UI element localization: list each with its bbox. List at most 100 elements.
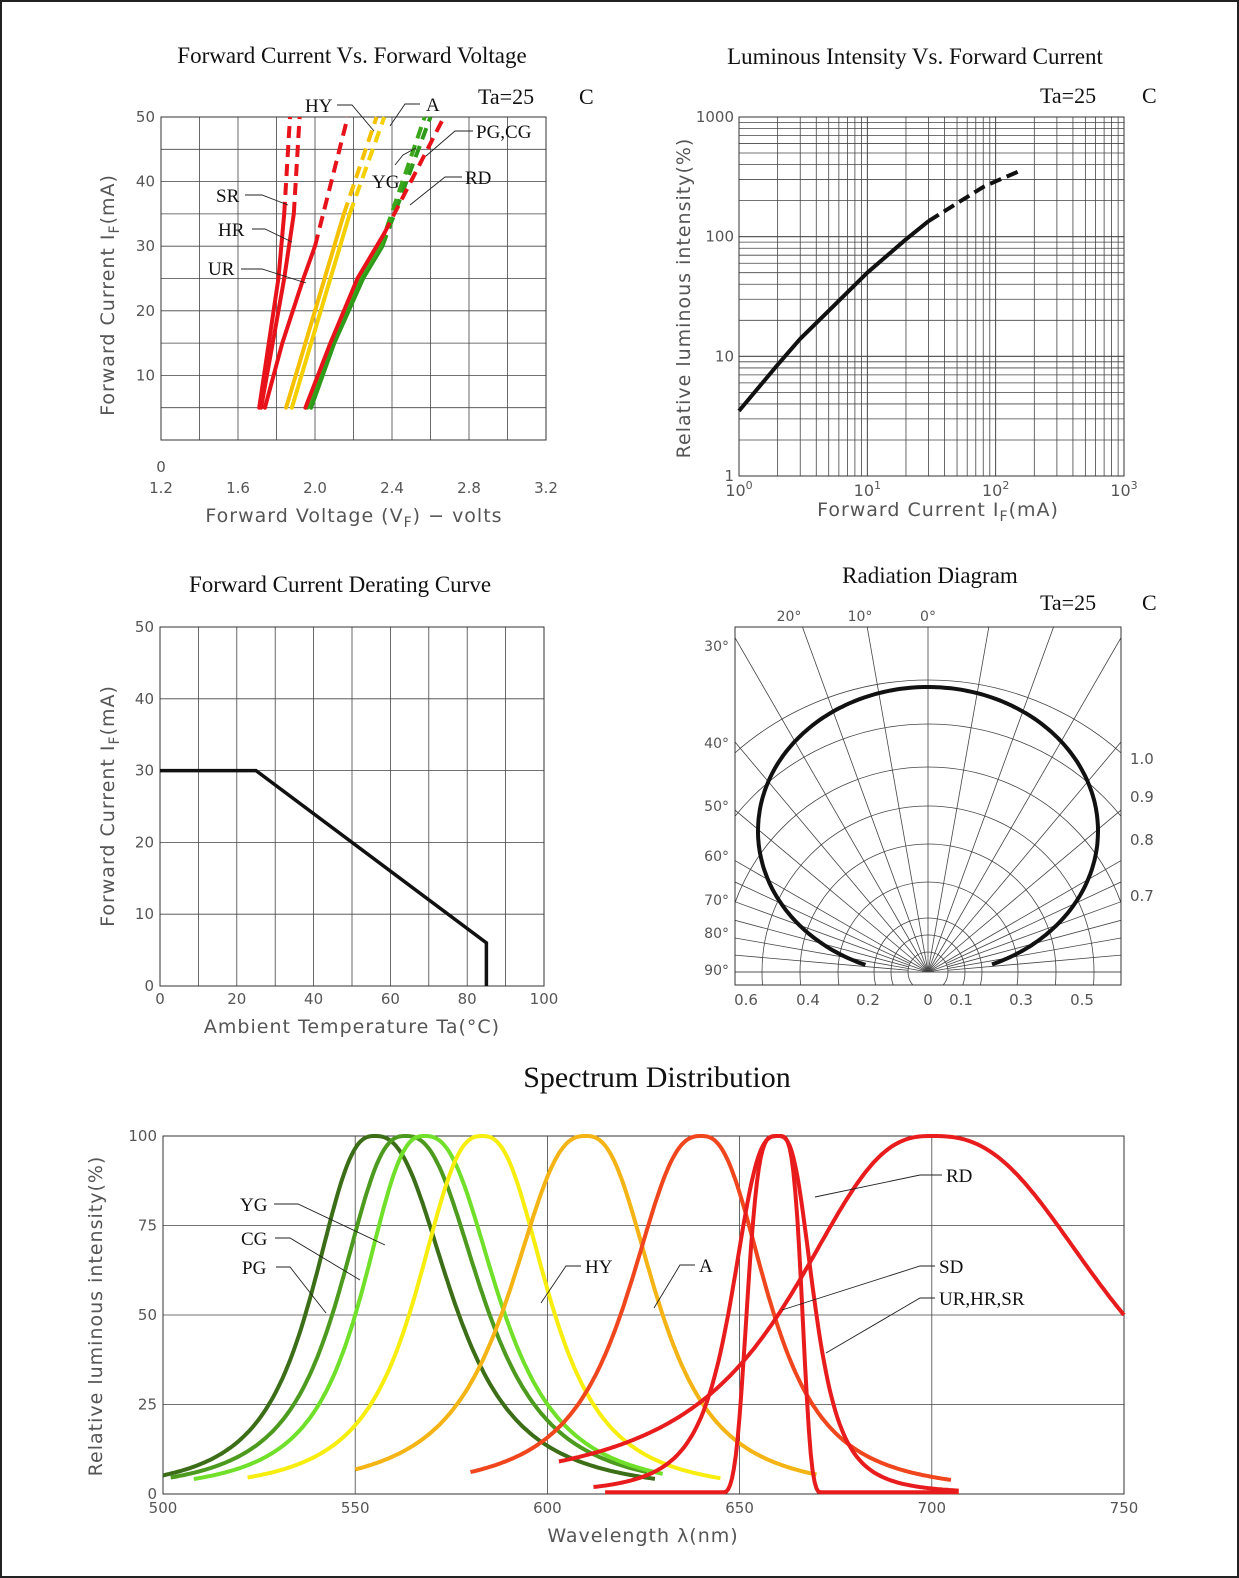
spectrum-curve-ur-hr-sr [593,1134,959,1493]
angle-label: 80° [704,926,729,942]
x-tick-label: 700 [917,1499,946,1517]
series-label: UR [208,259,235,280]
spectrum-curve-pg [162,1134,656,1481]
series-label: SR [216,186,240,207]
x-axis-label: Forward Current IF(mA) [817,499,1059,525]
angle-label: 70° [704,893,729,909]
chart-title: Spectrum Distribution [523,1061,790,1094]
intensity-label: 0.8 [1130,831,1154,849]
angle-label: 40° [704,736,729,752]
x-tick-label: 2.0 [303,479,327,497]
x-tick-label: 2.8 [457,479,481,497]
ambient-condition-unit: C [579,84,594,109]
y-tick-label: 0 [144,977,154,995]
x-tick-label: 750 [1110,1499,1139,1517]
label-leader-line [275,1237,361,1281]
derating-line [160,768,489,986]
chart-luminous-intensity-vs-current: Luminous Intensity Vs. Forward Current T… [673,44,1157,525]
label-leader-line [825,1297,935,1354]
label-leader-line [540,1265,581,1304]
angle-label: 90° [704,963,729,979]
x-tick-label: 1.6 [226,479,250,497]
intensity-label: 0.5 [1070,991,1094,1009]
x-tick-label: 3.2 [534,479,558,497]
series-label: HY [585,1257,613,1278]
label-leader-line [389,103,420,127]
y-tick-label: 10 [136,366,155,384]
series-line-a [289,211,352,410]
series-label: CG [241,1229,268,1250]
spectrum-curve-cg [170,1134,648,1480]
x-axis-label: Wavelength λ(nm) [547,1525,738,1547]
spectrum-curve-rd [558,1134,1126,1464]
y-tick-label: 10 [715,347,734,365]
series-line-dashed-hr [291,116,302,215]
y-tick-label: 20 [135,833,154,851]
y-tick-label: 0 [147,1485,157,1503]
series-label: SD [939,1257,963,1278]
chart-title: Forward Current Vs. Forward Voltage [177,43,526,68]
chart-radiation-diagram: Radiation Diagram Ta=25 C 20° 10° 0° 30° 40°… [704,563,1157,1009]
angle-label: 30° [704,639,729,655]
x-tick-label: 600 [533,1499,562,1517]
x-tick-label: 100 [530,990,559,1008]
series-line-dashed [927,169,1020,223]
series-label: PG [242,1258,267,1279]
y-tick-label: 0 [156,458,166,476]
series-label: A [699,1256,713,1277]
y-tick-label: 30 [136,237,155,255]
y-tick-label: 100 [705,228,734,246]
x-tick-label: 100 [725,479,752,500]
intensity-label: 0.3 [1009,991,1033,1009]
ambient-condition: Ta=25 [1040,590,1096,615]
label-leader-line [252,228,293,243]
x-tick-label: 101 [854,479,881,500]
y-tick-label: 20 [136,302,155,320]
y-tick-label: 40 [135,690,154,708]
y-tick-label: 30 [135,762,154,780]
angle-label: 0° [920,609,936,625]
angle-label: 50° [704,799,729,815]
y-tick-label: 1 [724,467,734,485]
series-line-ur [262,244,317,410]
x-axis-label-sub: F [404,515,413,531]
series-line-dashed-sr [282,116,292,215]
x-axis-label: Ambient Temperature Ta(°C) [204,1016,500,1038]
spectrum-curve [469,1134,952,1482]
spectrum-curve-yg [193,1134,664,1481]
y-axis-label: Relative luminous intensity(%) [673,138,695,459]
series-line-hy [284,211,346,410]
chart-title: Forward Current Derating Curve [189,572,491,597]
spectrum-curve-a [354,1134,817,1477]
x-tick-label: 500 [149,1499,178,1517]
angle-label: 20° [777,609,802,625]
x-tick-label: 80 [458,990,477,1008]
series-label: YG [240,1195,268,1216]
angle-label: 10° [848,609,873,625]
series-line-rd [303,231,387,410]
chart-derating-curve: Forward Current Derating Curve 0 20 40 60 80… [97,572,558,1038]
series-label: A [426,95,440,116]
y-tick-label: 75 [138,1217,157,1235]
chart-title: Luminous Intensity Vs. Forward Current [727,44,1103,69]
series-label: UR,HR,SR [939,1289,1025,1310]
x-axis-label: Forward Voltage (VF) − volts [205,505,502,531]
intensity-label: 0.1 [949,991,973,1009]
ambient-condition: Ta=25 [478,84,534,109]
label-leader-line [814,1174,942,1198]
series-label: RD [465,168,491,189]
intensity-label: 0.4 [796,991,820,1009]
x-tick-label: 650 [725,1499,754,1517]
intensity-label: 0 [923,991,933,1009]
x-tick-label: 103 [1110,479,1137,500]
x-tick-label: 0 [155,990,165,1008]
y-tick-label: 50 [135,618,154,636]
label-leader-line [274,1203,386,1246]
x-axis-label-part1: Forward Voltage (V [205,505,403,527]
y-axis-label: Forward Current IF(mA) [97,174,123,416]
intensity-label: 1.0 [1130,750,1154,768]
radiation-pattern-curve [756,685,1100,967]
y-tick-label: 50 [138,1306,157,1324]
